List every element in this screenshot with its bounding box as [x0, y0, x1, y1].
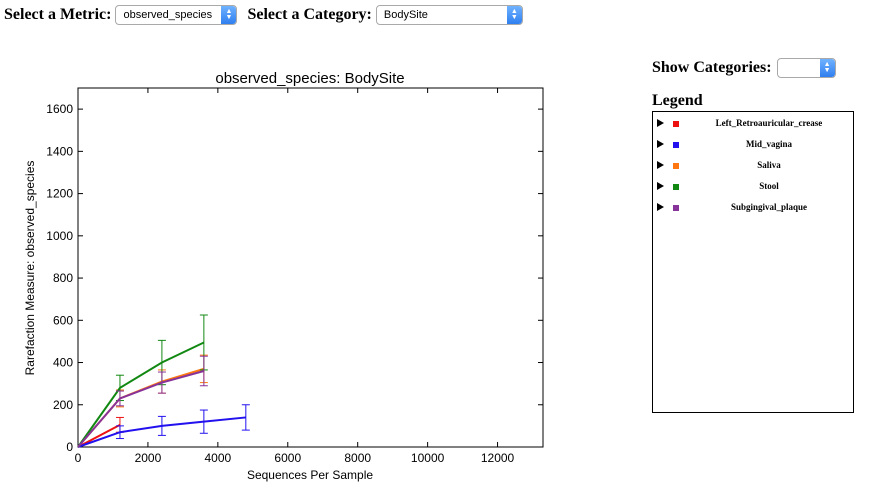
select-arrows-icon: ▲ ▼ [819, 59, 835, 77]
legend-box: Left_Retroauricular_crease Mid_vagina Sali… [652, 111, 854, 413]
legend-item[interactable]: Saliva [653, 159, 853, 173]
legend-swatch [673, 142, 679, 148]
expand-triangle-icon[interactable] [657, 203, 664, 211]
top-controls: Select a Metric: observed_species ▲ ▼ Sel… [4, 4, 523, 26]
legend-label: Left_Retroauricular_crease [715, 118, 823, 128]
x-tick-label: 6000 [274, 451, 301, 465]
expand-triangle-icon[interactable] [657, 161, 664, 169]
metric-select[interactable]: observed_species ▲ ▼ [115, 5, 238, 25]
series-Saliva [77, 354, 208, 448]
select-arrows-icon: ▲ ▼ [506, 6, 522, 24]
series-line [77, 416, 246, 448]
series-Stool [77, 314, 208, 448]
x-tick-label: 8000 [344, 451, 371, 465]
expand-triangle-icon[interactable] [657, 182, 664, 190]
metric-label: Select a Metric: [4, 6, 112, 23]
x-tick-label: 10000 [411, 451, 445, 465]
x-axis-label: Sequences Per Sample [247, 468, 373, 482]
legend-item[interactable]: Mid_vagina [653, 138, 853, 152]
expand-triangle-icon[interactable] [657, 119, 664, 127]
category-select[interactable]: BodySite ▲ ▼ [375, 5, 523, 25]
select-arrows-icon: ▲ ▼ [221, 6, 237, 24]
legend-swatch [673, 163, 679, 169]
series-layer [77, 314, 250, 448]
series-Subgingival_plaque [77, 355, 208, 448]
x-tick-label: 2000 [135, 451, 162, 465]
x-tick-label: 0 [75, 451, 82, 465]
category-label: Select a Category: [247, 6, 372, 23]
legend-title: Legend [652, 92, 703, 109]
expand-triangle-icon[interactable] [657, 140, 664, 148]
plot-frame [77, 87, 544, 448]
series-line [77, 367, 205, 448]
y-tick-label: 800 [53, 271, 73, 285]
series-line [77, 341, 205, 448]
series-Mid_vagina [77, 404, 250, 448]
category-select-value: BodySite [383, 9, 428, 21]
legend-swatch [673, 205, 679, 211]
metric-select-value: observed_species [123, 9, 213, 21]
legend-item[interactable]: Left_Retroauricular_crease [653, 117, 853, 131]
y-tick-label: 400 [53, 356, 73, 370]
legend-swatch [673, 184, 679, 190]
y-axis-label: Rarefaction Measure: observed_species [23, 161, 37, 376]
legend-label: Saliva [757, 160, 781, 170]
series-line [77, 423, 121, 448]
legend-item[interactable]: Stool [653, 180, 853, 194]
legend-swatch [673, 121, 679, 127]
y-tick-label: 1000 [46, 229, 73, 243]
x-tick-label: 4000 [204, 451, 231, 465]
show-categories-select[interactable]: ▲ ▼ [776, 58, 836, 78]
rarefaction-chart: observed_species: BodySite 0 2000 4000 6000… [23, 70, 544, 482]
show-categories-label: Show Categories: [652, 59, 772, 76]
series-line [77, 370, 205, 448]
y-tick-label: 1200 [46, 187, 73, 201]
y-tick-label: 0 [66, 440, 73, 454]
y-tick-label: 600 [53, 313, 73, 327]
y-tick-label: 1400 [46, 144, 73, 158]
chart-title: observed_species: BodySite [215, 70, 404, 87]
legend-label: Subgingival_plaque [730, 202, 808, 212]
axis-ticks: 0 2000 4000 6000 8000 10000 12000 0 200 400 600 800… [46, 88, 543, 465]
legend-label: Stool [759, 181, 779, 191]
legend-item[interactable]: Subgingival_plaque [653, 201, 853, 215]
y-tick-label: 200 [53, 398, 73, 412]
y-tick-label: 1600 [46, 102, 73, 116]
x-tick-label: 12000 [481, 451, 515, 465]
legend-label: Mid_vagina [745, 139, 792, 149]
show-categories: Show Categories: ▲ ▼ [652, 58, 836, 78]
